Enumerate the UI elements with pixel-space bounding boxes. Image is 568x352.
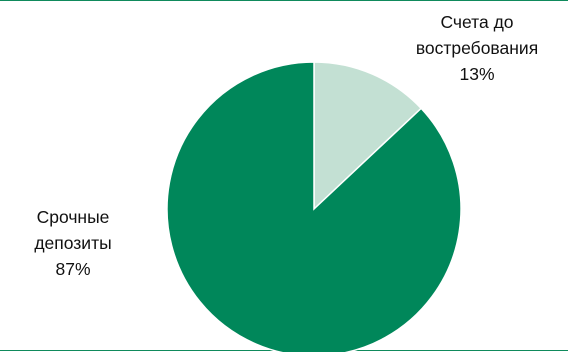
slice-label-term-deposits-line2: депозиты <box>34 233 111 253</box>
slice-label-term-deposits: Срочные депозиты 87% <box>34 207 111 279</box>
slice-label-demand-accounts: Счета до востребования 13% <box>416 12 538 84</box>
pie-slice-term-deposits <box>166 61 462 352</box>
pie-slices <box>166 61 462 352</box>
pie-slice-demand-accounts <box>313 61 423 211</box>
slice-label-demand-accounts-line1: Счета до <box>440 12 513 32</box>
slice-label-term-deposits-line1: Срочные <box>37 207 110 227</box>
slice-label-demand-accounts-line2: востребования <box>416 38 538 58</box>
slice-value-term-deposits: 87% <box>55 259 90 279</box>
slice-value-demand-accounts: 13% <box>459 64 494 84</box>
